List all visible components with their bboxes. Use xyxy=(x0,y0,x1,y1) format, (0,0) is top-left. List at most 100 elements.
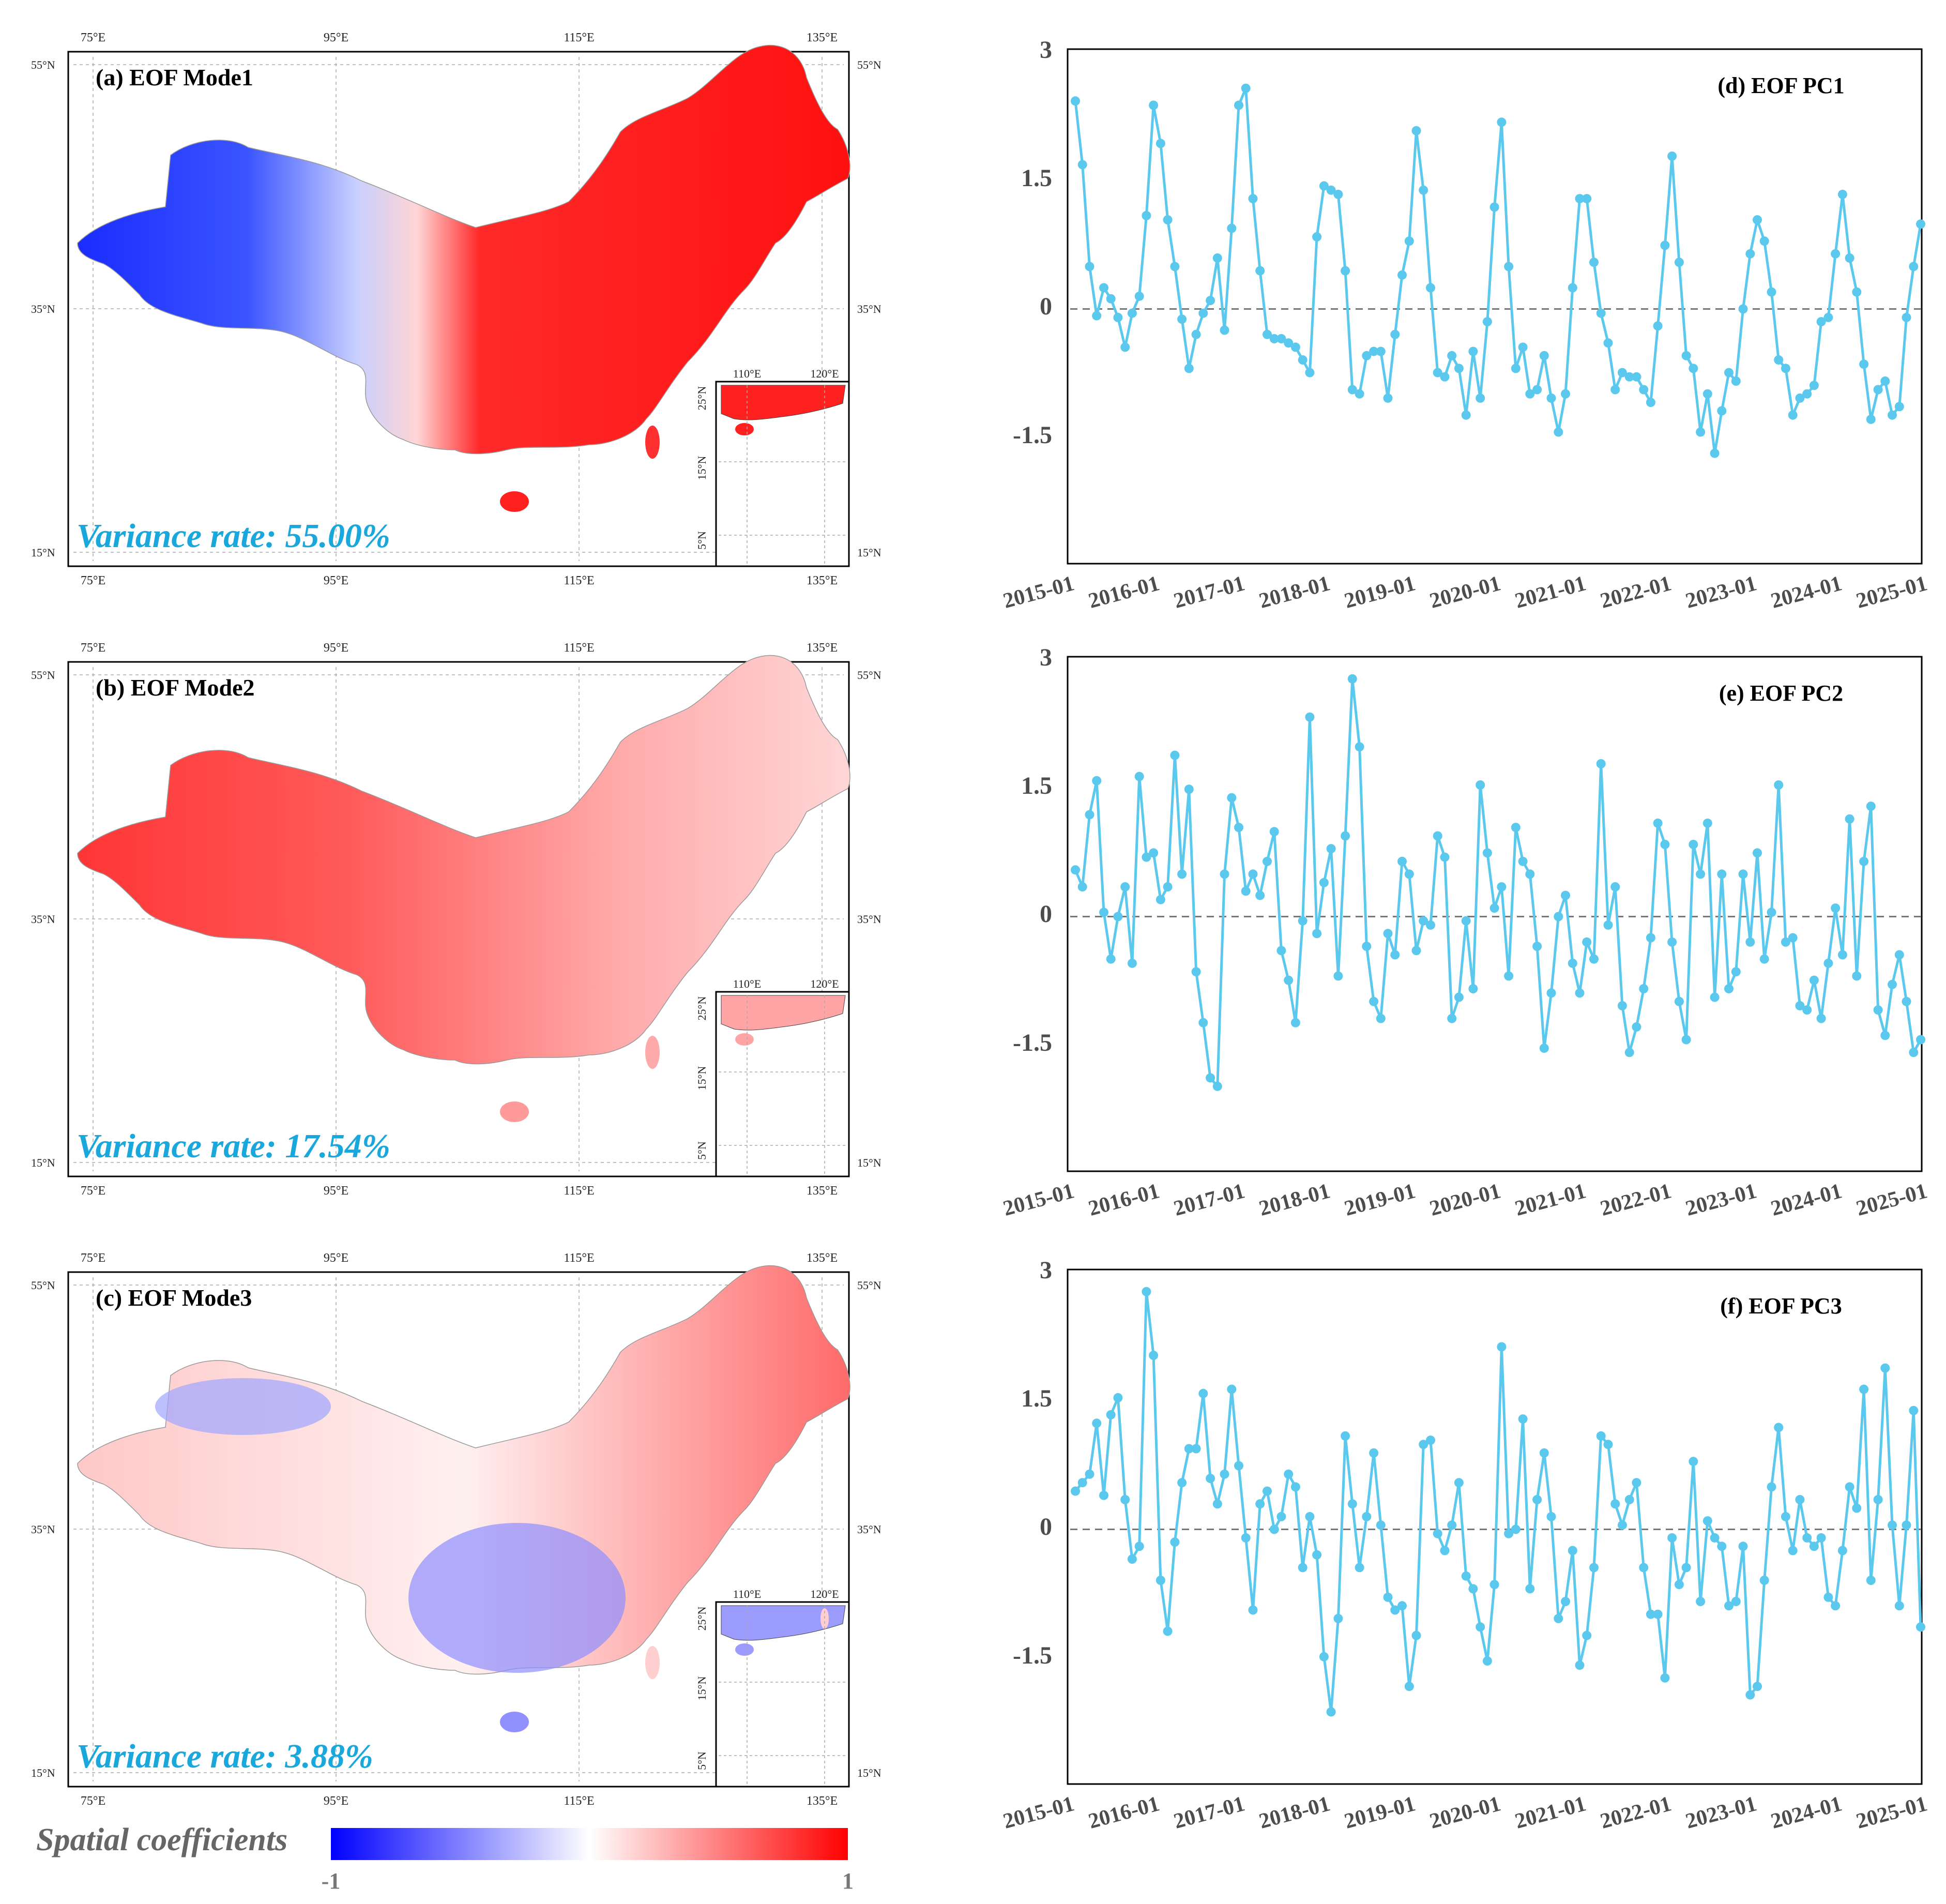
data-point xyxy=(1198,308,1208,318)
xtick-label: 2022-01 xyxy=(1598,571,1674,613)
inset-lat-tick: 25°N xyxy=(695,1607,708,1631)
ytick-label: 1.5 xyxy=(1021,772,1052,799)
lon-ticks-top: 75°E 95°E 115°E 135°E xyxy=(81,1251,838,1265)
inset-lat-tick: 25°N xyxy=(695,386,708,411)
data-point xyxy=(1319,1652,1329,1661)
data-point xyxy=(1632,1022,1641,1032)
lat-ticks-right: 55°N 35°N 15°N xyxy=(857,1279,881,1779)
data-point xyxy=(1582,1630,1592,1640)
data-point xyxy=(1198,1018,1208,1027)
svg-text:115°E: 115°E xyxy=(564,574,594,587)
data-point xyxy=(1774,355,1784,365)
data-point xyxy=(1546,1512,1556,1521)
data-point xyxy=(1191,329,1201,339)
data-point xyxy=(1376,1520,1386,1530)
data-point xyxy=(1561,389,1570,399)
inset-lon-tick: 110°E xyxy=(733,977,761,990)
data-point xyxy=(1355,1563,1364,1573)
data-point xyxy=(1156,139,1165,148)
data-point xyxy=(1347,674,1357,684)
timeseries-panel-pc2: 3 1.5 0 -1.5 2015-01 2016-01 2017-01 201… xyxy=(1000,644,1929,1221)
data-point xyxy=(1873,1495,1883,1504)
data-point xyxy=(1142,210,1151,220)
data-point xyxy=(1518,342,1528,352)
data-point xyxy=(1092,1418,1102,1428)
lat-ticks-left: 55°N 35°N 15°N xyxy=(31,58,55,559)
data-point xyxy=(1795,1495,1805,1504)
data-point xyxy=(1802,1005,1812,1015)
data-point xyxy=(1390,329,1400,339)
data-point xyxy=(1589,954,1599,964)
svg-text:75°E: 75°E xyxy=(81,1251,105,1265)
data-point xyxy=(1333,1613,1343,1623)
data-point xyxy=(1170,1537,1180,1547)
data-point xyxy=(1248,1605,1258,1615)
data-point xyxy=(1845,814,1854,824)
data-point xyxy=(1823,312,1833,322)
data-point xyxy=(1852,1503,1862,1513)
data-point xyxy=(1071,865,1080,875)
data-point xyxy=(1461,916,1471,926)
data-point xyxy=(1290,1482,1300,1492)
data-point xyxy=(1894,950,1904,960)
inset-south-china-sea: 110°E 120°E 25°N 15°N 5°N xyxy=(695,977,850,1177)
data-point xyxy=(1298,1563,1308,1573)
data-point xyxy=(1617,1520,1627,1530)
data-point xyxy=(1610,882,1620,891)
panel-title: (a) EOF Mode1 xyxy=(96,64,253,90)
data-point xyxy=(1077,160,1087,170)
data-point xyxy=(1468,984,1478,993)
panel-title: (c) EOF Mode3 xyxy=(96,1285,252,1311)
svg-text:15°N: 15°N xyxy=(857,1156,881,1169)
data-point xyxy=(1411,946,1421,956)
data-point xyxy=(1497,882,1507,891)
data-point xyxy=(1312,929,1322,939)
data-point xyxy=(1212,1081,1222,1091)
data-point xyxy=(1525,1584,1535,1594)
data-point xyxy=(1419,1440,1428,1449)
data-point xyxy=(1880,1031,1890,1040)
ts-yticks: 3 1.5 0 -1.5 xyxy=(1013,644,1052,1056)
data-point xyxy=(1639,984,1649,993)
svg-text:35°N: 35°N xyxy=(31,1523,55,1536)
data-point xyxy=(1759,236,1769,246)
data-point xyxy=(1212,253,1222,263)
map-panel-mode1: 110°E 120°E 25°N 15°N 5°N (a) EOF Mode1 … xyxy=(31,31,881,587)
data-point xyxy=(1447,1520,1457,1530)
data-point xyxy=(1468,346,1478,356)
data-point xyxy=(1184,364,1194,373)
data-point xyxy=(1263,856,1272,866)
data-point xyxy=(1276,334,1286,343)
data-point xyxy=(1333,971,1343,981)
data-point xyxy=(1177,314,1187,324)
data-point xyxy=(1795,1001,1805,1010)
data-point xyxy=(1433,831,1442,841)
data-point xyxy=(1916,219,1925,229)
data-point xyxy=(1347,385,1357,395)
data-point xyxy=(1674,996,1684,1006)
ytick-label: -1.5 xyxy=(1013,1642,1052,1669)
inset-lon-tick: 110°E xyxy=(733,1588,761,1600)
inset-lat-tick: 15°N xyxy=(695,456,708,480)
data-point xyxy=(1702,1516,1712,1526)
data-point xyxy=(1554,1613,1563,1623)
colorbar-label: Spatial coefficients xyxy=(36,1822,287,1857)
data-point xyxy=(1802,389,1812,399)
data-point xyxy=(1440,1546,1450,1555)
svg-text:115°E: 115°E xyxy=(564,641,594,655)
lat-ticks-left: 55°N 35°N 15°N xyxy=(31,1279,55,1779)
data-point xyxy=(1731,1597,1741,1606)
data-point xyxy=(1489,903,1499,913)
data-point xyxy=(1532,385,1542,395)
data-point xyxy=(1149,848,1159,858)
data-point xyxy=(1397,1601,1407,1611)
svg-text:35°N: 35°N xyxy=(857,913,881,926)
data-point xyxy=(1596,1431,1606,1441)
map-panel-mode2: 110°E 120°E 25°N 15°N 5°N (b) EOF Mode2 … xyxy=(31,641,881,1198)
xtick-label: 2020-01 xyxy=(1427,1179,1503,1221)
data-point xyxy=(1305,368,1315,377)
data-point xyxy=(1149,100,1159,110)
lon-ticks-top: 75°E 95°E 115°E 135°E xyxy=(81,31,838,44)
data-point xyxy=(1724,984,1734,993)
data-point xyxy=(1617,1001,1627,1010)
